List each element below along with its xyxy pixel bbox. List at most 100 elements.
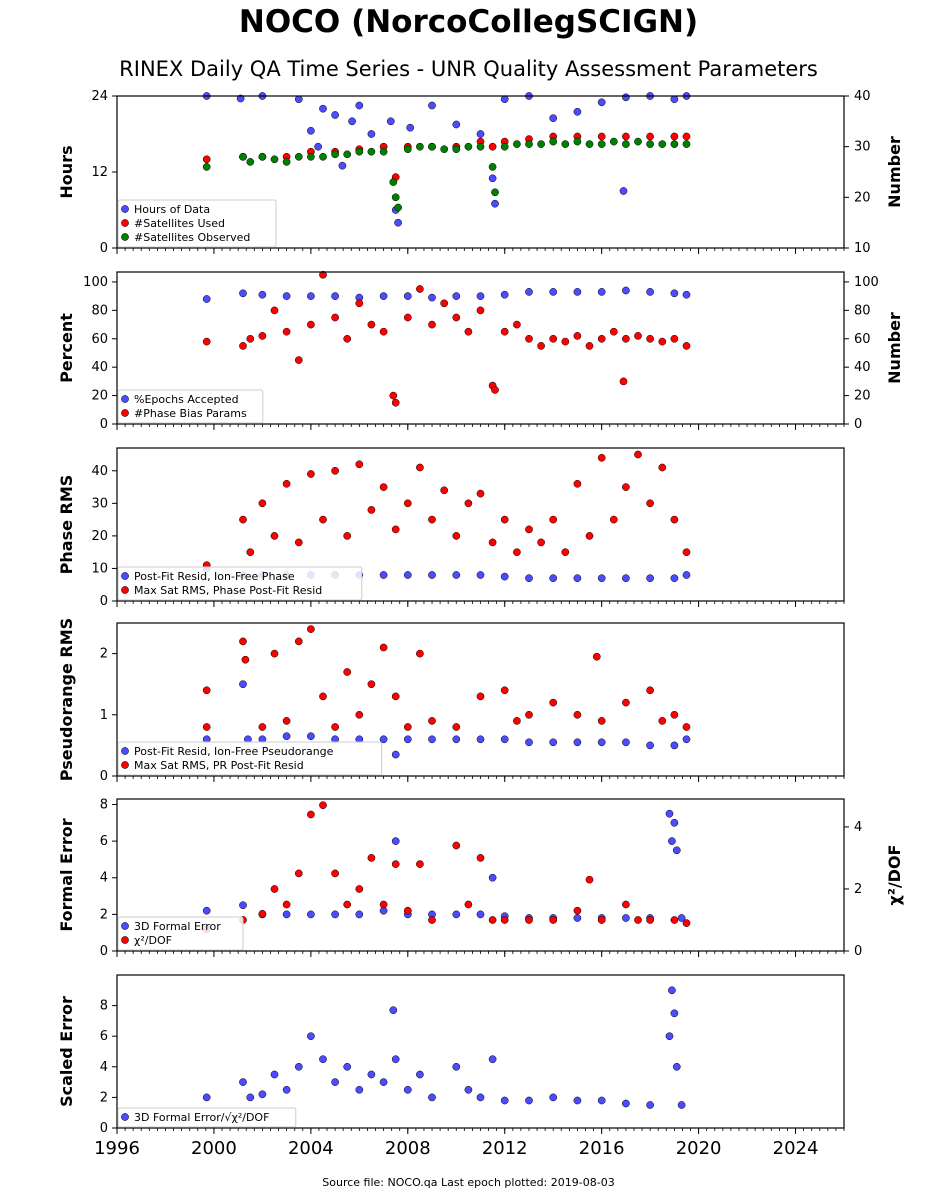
data-point-2 bbox=[282, 327, 291, 336]
data-point-1 bbox=[391, 750, 400, 759]
data-point-1 bbox=[549, 1093, 558, 1102]
legend-marker bbox=[121, 936, 129, 944]
data-point-2 bbox=[416, 860, 424, 868]
data-point-2 bbox=[379, 483, 388, 491]
data-point-1 bbox=[379, 571, 388, 579]
y-right-tick-label: 60 bbox=[854, 332, 871, 347]
data-point-2 bbox=[282, 479, 291, 488]
legend-entry: #Satellites Observed bbox=[134, 231, 250, 244]
data-point-1 bbox=[355, 1085, 364, 1094]
data-point-1 bbox=[403, 1085, 412, 1094]
data-point-1 bbox=[682, 735, 691, 744]
data-point-1 bbox=[319, 1055, 327, 1064]
data-point-2 bbox=[282, 717, 291, 725]
data-point-3 bbox=[270, 155, 279, 164]
y-right-tick-label: 10 bbox=[854, 241, 871, 256]
data-point-1 bbox=[622, 574, 630, 583]
data-point-3 bbox=[658, 140, 667, 148]
data-point-2 bbox=[331, 466, 339, 475]
data-point-2 bbox=[682, 342, 691, 350]
data-point-2 bbox=[646, 686, 654, 695]
data-point-2 bbox=[549, 334, 558, 343]
data-point-2 bbox=[464, 900, 473, 909]
data-point-1 bbox=[682, 571, 691, 579]
data-point-3 bbox=[389, 178, 398, 186]
data-point-3 bbox=[670, 140, 679, 148]
legend-marker bbox=[121, 409, 129, 417]
data-point-3 bbox=[452, 145, 461, 154]
data-point-1 bbox=[573, 574, 582, 583]
data-point-1 bbox=[246, 1093, 255, 1102]
data-point-1 bbox=[573, 914, 582, 922]
data-point-2 bbox=[500, 515, 509, 524]
data-point-3 bbox=[646, 140, 654, 148]
data-point-2 bbox=[622, 334, 630, 343]
data-point-2 bbox=[488, 142, 497, 151]
data-point-1 bbox=[622, 738, 630, 747]
data-point-2 bbox=[646, 132, 654, 141]
legend-marker bbox=[121, 1113, 129, 1121]
y-right-tick-label: 40 bbox=[854, 360, 871, 375]
data-point-1 bbox=[670, 818, 679, 827]
data-point-1 bbox=[307, 1032, 315, 1041]
data-point-2 bbox=[367, 854, 376, 862]
data-point-2 bbox=[307, 625, 315, 633]
data-point-2 bbox=[319, 801, 327, 810]
data-point-2 bbox=[488, 916, 497, 924]
data-point-1 bbox=[549, 574, 558, 583]
data-point-1 bbox=[394, 218, 402, 227]
data-point-1 bbox=[646, 288, 654, 296]
y-axis-label: Formal Error bbox=[57, 818, 76, 931]
data-point-1 bbox=[314, 142, 322, 151]
data-point-1 bbox=[668, 837, 676, 845]
data-point-1 bbox=[239, 680, 247, 689]
data-point-1 bbox=[452, 292, 461, 300]
data-point-3 bbox=[573, 137, 582, 146]
data-point-2 bbox=[307, 320, 315, 329]
panel-4 bbox=[112, 622, 845, 782]
data-point-2 bbox=[343, 334, 352, 343]
y-tick-label: 1 bbox=[100, 708, 108, 723]
legend-entry: Post-Fit Resid, Ion-Free Phase bbox=[134, 570, 295, 583]
x-tick-label: 2004 bbox=[288, 1138, 334, 1159]
data-point-2 bbox=[379, 900, 388, 909]
data-point-1 bbox=[476, 130, 485, 138]
data-point-1 bbox=[672, 846, 681, 855]
data-point-1 bbox=[403, 292, 412, 300]
data-point-2 bbox=[464, 327, 473, 336]
data-point-2 bbox=[549, 916, 558, 924]
data-point-2 bbox=[634, 916, 642, 924]
y-tick-label: 0 bbox=[100, 769, 108, 784]
data-point-2 bbox=[597, 717, 606, 725]
data-point-2 bbox=[389, 391, 398, 400]
data-point-2 bbox=[319, 692, 327, 701]
y-tick-label: 80 bbox=[91, 303, 108, 318]
data-point-2 bbox=[270, 885, 279, 893]
data-point-1 bbox=[294, 95, 303, 104]
panel-1 bbox=[112, 92, 849, 254]
legend-entry: χ²/DOF bbox=[134, 934, 172, 947]
data-point-3 bbox=[258, 152, 267, 161]
data-point-1 bbox=[307, 910, 315, 919]
data-point-3 bbox=[391, 193, 400, 202]
data-point-1 bbox=[682, 290, 691, 299]
data-point-1 bbox=[622, 1099, 630, 1108]
y-right-tick-label: 0 bbox=[854, 417, 862, 432]
data-point-1 bbox=[428, 101, 436, 110]
data-point-1 bbox=[282, 732, 291, 741]
data-point-2 bbox=[500, 327, 509, 336]
legend-entry: #Phase Bias Params bbox=[134, 407, 247, 420]
y-right-tick-label: 0 bbox=[854, 944, 862, 959]
data-point-2 bbox=[561, 337, 570, 346]
panel-5 bbox=[112, 798, 849, 957]
data-point-3 bbox=[597, 140, 606, 148]
legend-entry: Max Sat RMS, Phase Post-Fit Resid bbox=[134, 584, 322, 597]
x-tick-label: 2008 bbox=[385, 1138, 431, 1159]
data-point-2 bbox=[403, 723, 412, 731]
data-point-3 bbox=[246, 158, 255, 166]
panel-2 bbox=[112, 270, 849, 430]
legend-entry: Post-Fit Resid, Ion-Free Pseudorange bbox=[134, 745, 334, 758]
data-point-2 bbox=[585, 342, 594, 350]
data-point-2 bbox=[609, 515, 618, 524]
